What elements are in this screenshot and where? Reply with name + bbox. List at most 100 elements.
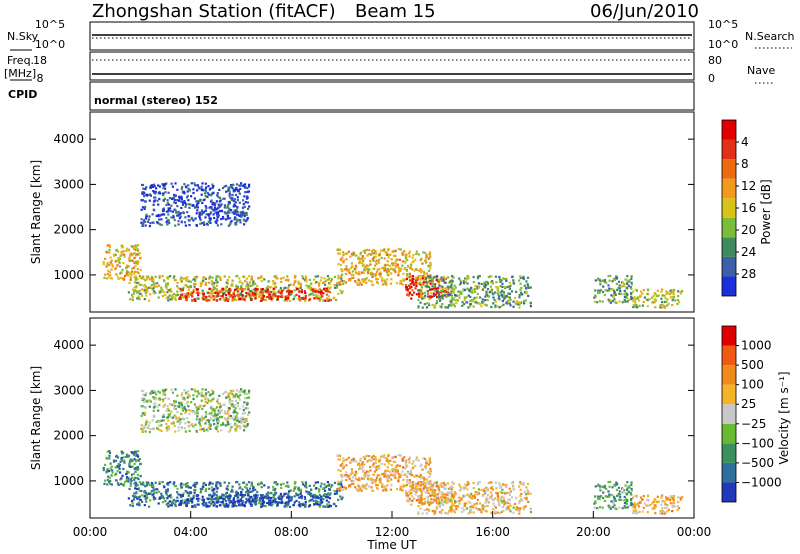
power-cell [229,223,232,226]
velocity-cell [429,501,432,504]
power-cell [616,276,619,279]
velocity-cell [349,473,352,476]
power-cell [307,285,311,288]
velocity-cell [193,388,196,391]
power-cell [421,306,424,309]
velocity-cell [213,409,216,413]
power-cell [605,281,608,284]
velocity-cell [420,475,423,478]
power-cell [158,276,161,279]
velocity-cell [238,407,241,410]
velocity-cell [243,481,246,484]
velocity-cell [128,464,131,467]
velocity-cell [387,462,390,465]
velocity-cell [235,415,238,418]
velocity-cell [249,495,252,499]
velocity-cell [103,482,106,485]
power-cell [626,282,629,285]
power-cell [154,192,157,195]
velocity-cell [184,499,187,502]
power-cell [447,276,450,279]
power-cell [107,269,110,272]
velocity-cell [634,505,637,509]
power-cell [623,299,626,302]
velocity-cell [299,492,302,495]
power-cell [136,253,139,256]
power-cell [297,280,300,283]
power-cell [210,280,213,283]
power-cell [143,285,146,288]
velocity-cell [136,484,139,487]
power-cell [367,270,370,273]
velocity-cell [404,490,408,493]
velocity-cell [347,474,350,477]
velocity-cell [216,420,219,423]
velocity-cell [166,407,169,410]
velocity-cell [406,481,409,484]
power-cell [367,264,370,267]
power-cell [181,288,184,292]
power-cell [424,251,427,254]
power-cell [256,288,259,291]
power-cell [146,289,149,292]
velocity-cell [415,485,418,488]
velocity-cell [172,498,176,502]
power-cell [470,286,473,289]
power-cell [247,288,250,291]
power-cell [205,295,208,299]
velocity-cell [525,493,528,496]
power-cell [678,301,681,304]
velocity-cell [206,429,209,432]
power-cell [251,293,254,296]
power-cell [321,295,324,298]
power-cell [426,282,429,285]
power-cell [421,297,424,300]
power-cell [138,296,141,299]
velocity-cell [201,418,204,421]
power-y-tick-label: 2000 [53,223,84,237]
velocity-cell [205,392,208,395]
velocity-cell [250,490,253,493]
power-cell [134,248,137,251]
velocity-cell [507,507,510,510]
power-cell [473,296,476,300]
velocity-cell [333,503,336,506]
power-cell [220,217,223,221]
velocity-cell [235,504,238,508]
power-cell [226,282,229,285]
velocity-cell [157,421,160,424]
power-cell [143,207,146,210]
velocity-cell [188,394,191,398]
power-cell [223,288,226,291]
velocity-cell [162,419,165,422]
velocity-cell [443,483,446,486]
power-cell [192,219,195,222]
power-cell [240,215,243,218]
velocity-cell [371,480,374,483]
velocity-cell [263,495,266,498]
velocity-cell [524,497,527,500]
velocity-cell [136,497,139,500]
power-cell [427,302,431,305]
power-cell [211,186,214,189]
velocity-cell [405,465,408,468]
power-cell [345,268,348,271]
power-cell [307,286,310,289]
velocity-cell [419,489,422,492]
power-cell [220,203,223,206]
velocity-cell [219,482,222,485]
velocity-cell [286,505,289,508]
power-cell [387,270,391,273]
power-cell [182,201,185,204]
power-cell [526,283,529,286]
power-cell [121,277,124,280]
velocity-cell [437,493,440,496]
velocity-cell [223,481,226,484]
power-cell [452,303,455,306]
velocity-cell [224,424,227,427]
velocity-cell [236,426,239,429]
velocity-cell [266,501,269,505]
power-cell [136,267,139,271]
power-cell [391,250,394,253]
